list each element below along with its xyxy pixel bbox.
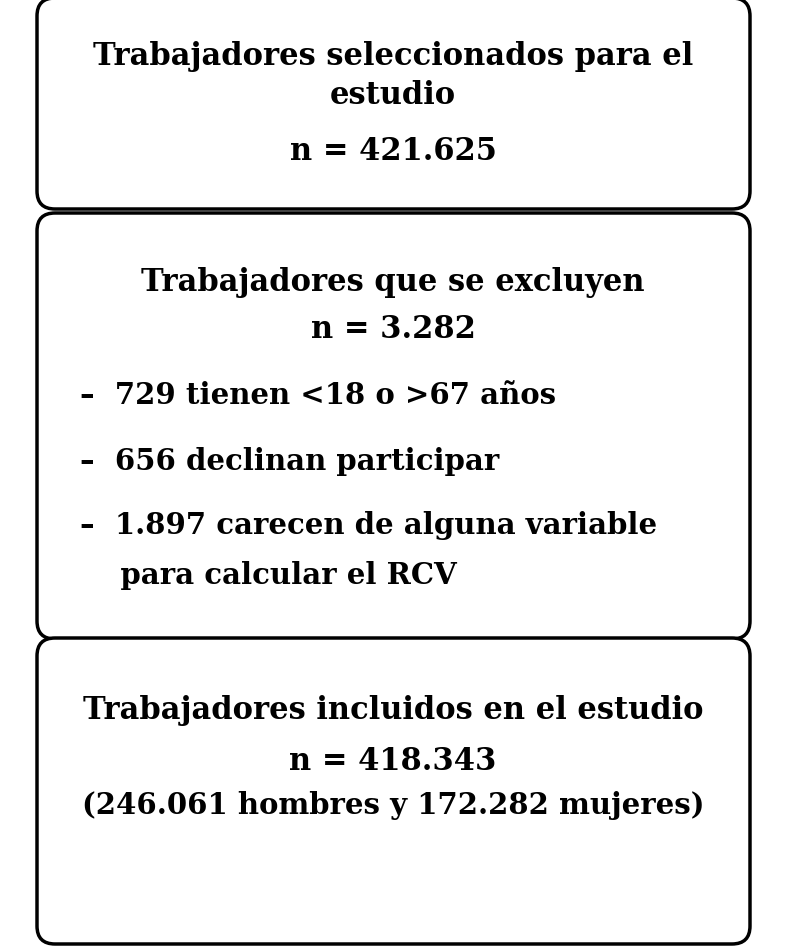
Text: n = 3.282: n = 3.282: [311, 314, 475, 344]
Text: Trabajadores incluidos en el estudio: Trabajadores incluidos en el estudio: [83, 695, 704, 727]
Text: n = 418.343: n = 418.343: [290, 746, 497, 777]
Text: Trabajadores que se excluyen: Trabajadores que se excluyen: [141, 267, 645, 299]
Text: –  1.897 carecen de alguna variable: – 1.897 carecen de alguna variable: [80, 512, 657, 540]
FancyBboxPatch shape: [37, 213, 750, 639]
Text: –  656 declinan participar: – 656 declinan participar: [80, 447, 499, 476]
Text: Trabajadores seleccionados para el: Trabajadores seleccionados para el: [93, 41, 693, 71]
Text: (246.061 hombres y 172.282 mujeres): (246.061 hombres y 172.282 mujeres): [82, 791, 704, 821]
Text: para calcular el RCV: para calcular el RCV: [80, 561, 456, 591]
Text: –  729 tienen <18 o >67 años: – 729 tienen <18 o >67 años: [80, 381, 556, 411]
Text: n = 421.625: n = 421.625: [290, 135, 497, 166]
Text: estudio: estudio: [330, 81, 456, 111]
FancyBboxPatch shape: [37, 0, 750, 209]
FancyBboxPatch shape: [37, 638, 750, 944]
